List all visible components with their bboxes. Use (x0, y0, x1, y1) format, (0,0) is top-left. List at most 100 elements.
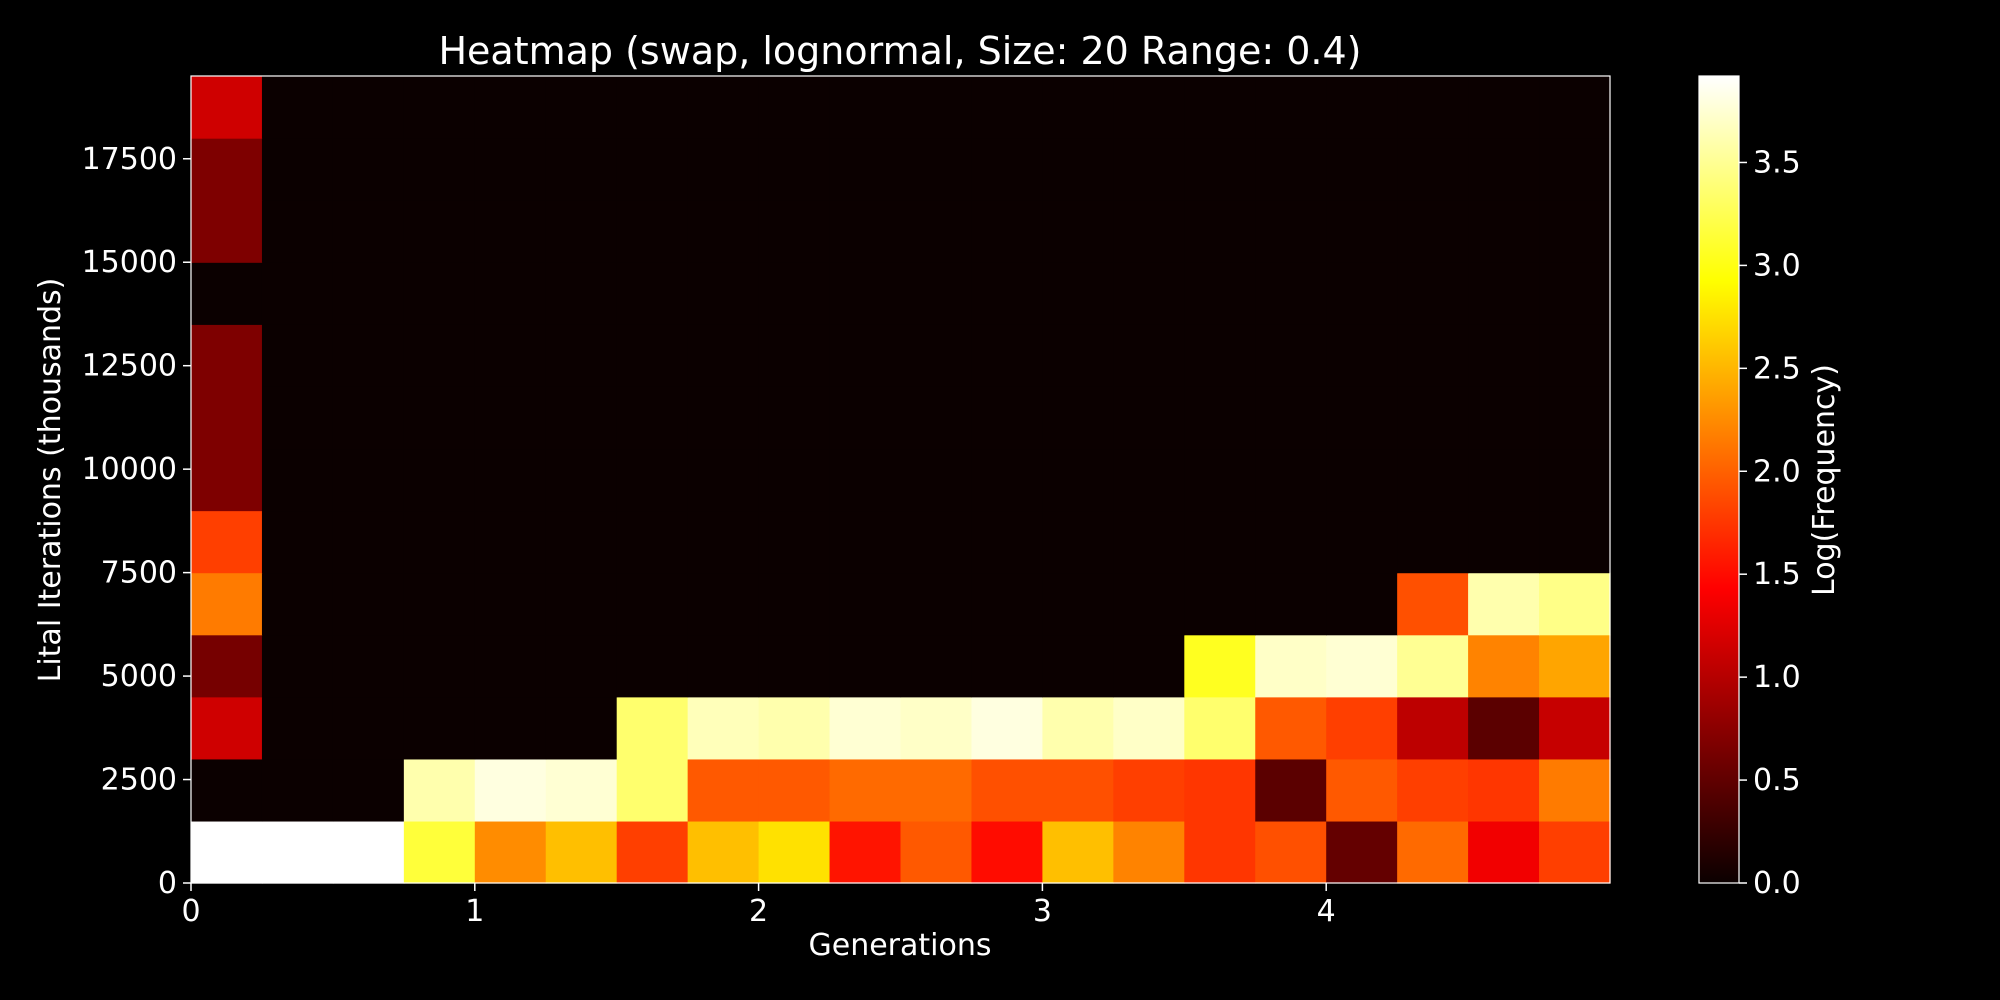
heatmap-cell (900, 262, 973, 325)
heatmap-cell (829, 572, 902, 636)
x-tick-label: 1 (465, 894, 484, 929)
heatmap-cell (1184, 324, 1256, 387)
heatmap-cell (1468, 200, 1540, 263)
heatmap-cell (971, 386, 1043, 450)
colorbar-tick-label: 0.0 (1753, 866, 1801, 901)
heatmap-cell (1255, 138, 1327, 201)
heatmap-cell (971, 696, 1043, 760)
x-tick-label: 4 (1317, 894, 1336, 929)
heatmap-cell (1468, 324, 1540, 387)
heatmap-cell (332, 758, 405, 822)
heatmap-cell (261, 510, 334, 574)
heatmap-cell (1326, 448, 1398, 512)
x-tick-label: 2 (749, 894, 768, 929)
heatmap-cell (1468, 820, 1540, 884)
plot-frame (190, 75, 1611, 884)
heatmap-cell (1539, 510, 1611, 574)
heatmap-cell (971, 572, 1043, 636)
heatmap-cell (191, 200, 263, 263)
heatmap-cell (1113, 76, 1185, 139)
heatmap-cell (1397, 696, 1469, 760)
heatmap-cell (1539, 386, 1611, 450)
heatmap-cell (687, 200, 760, 263)
heatmap-cell (1184, 76, 1256, 139)
heatmap-cell (616, 324, 689, 387)
colorbar-tick-label: 3.5 (1753, 145, 1801, 180)
heatmap-cell (1326, 758, 1398, 822)
heatmap-cell (1042, 76, 1114, 139)
heatmap-cells (191, 76, 1611, 884)
heatmap-cell (1397, 386, 1469, 450)
heatmap-cell (1326, 572, 1398, 636)
heatmap-cell (900, 76, 973, 139)
heatmap-cell (332, 510, 405, 574)
heatmap-cell (829, 634, 902, 698)
heatmap-cell (1468, 448, 1540, 512)
heatmap-cell (687, 510, 760, 574)
y-tick-label: 2500 (101, 763, 177, 798)
heatmap-cell (545, 76, 618, 139)
heatmap-cell (971, 448, 1043, 512)
heatmap-cell (545, 200, 618, 263)
chart-title: Heatmap (swap, lognormal, Size: 20 Range… (438, 29, 1361, 73)
heatmap-cell (900, 138, 973, 201)
heatmap-cell (1468, 572, 1540, 636)
heatmap-cell (332, 820, 405, 884)
heatmap-cell (1184, 510, 1256, 574)
heatmap-cell (900, 758, 973, 822)
colorbar-tick-label: 1.5 (1753, 557, 1801, 592)
heatmap-cell (1184, 448, 1256, 512)
heatmap-cell (1539, 324, 1611, 387)
heatmap-cell (687, 758, 760, 822)
heatmap-cell (1326, 138, 1398, 201)
heatmap-cell (261, 386, 334, 450)
heatmap-cell (191, 448, 263, 512)
heatmap-cell (261, 262, 334, 325)
heatmap-cell (829, 758, 902, 822)
heatmap-cell (1255, 758, 1327, 822)
heatmap-cell (1113, 200, 1185, 263)
heatmap-cell (900, 510, 973, 574)
heatmap-cell (1468, 138, 1540, 201)
heatmap-cell (1113, 138, 1185, 201)
heatmap-cell (1042, 262, 1114, 325)
heatmap-cell (971, 138, 1043, 201)
heatmap-cell (1113, 262, 1185, 325)
heatmap-cell (616, 572, 689, 636)
heatmap-cell (545, 510, 618, 574)
heatmap-cell (758, 386, 831, 450)
heatmap-cell (545, 386, 618, 450)
heatmap-cell (261, 758, 334, 822)
heatmap-cell (1255, 634, 1327, 698)
heatmap-cell (403, 262, 476, 325)
heatmap-cell (616, 448, 689, 512)
heatmap-cell (829, 696, 902, 760)
heatmap-cell (616, 696, 689, 760)
heatmap-cell (616, 634, 689, 698)
heatmap-cell (474, 324, 547, 387)
heatmap-cell (191, 138, 263, 201)
heatmap-cell (758, 758, 831, 822)
heatmap-cell (758, 200, 831, 263)
heatmap-cell (971, 510, 1043, 574)
heatmap-cell (616, 758, 689, 822)
heatmap-cell (1397, 572, 1469, 636)
heatmap-cell (1326, 696, 1398, 760)
heatmap-cell (900, 696, 973, 760)
heatmap-cell (829, 820, 902, 884)
heatmap-cell (545, 448, 618, 512)
heatmap-cell (1042, 634, 1114, 698)
heatmap-cell (687, 696, 760, 760)
y-tick-label: 12500 (82, 349, 177, 384)
colorbar-label: Log(Frequency) (1807, 364, 1842, 596)
heatmap-cell (1539, 200, 1611, 263)
heatmap-cell (474, 696, 547, 760)
heatmap-cell (1468, 386, 1540, 450)
heatmap-cell (829, 324, 902, 387)
heatmap-cell (1539, 138, 1611, 201)
heatmap-cell (332, 572, 405, 636)
heatmap-cell (1397, 820, 1469, 884)
heatmap-cell (545, 696, 618, 760)
heatmap-cell (1042, 820, 1114, 884)
heatmap-cell (1184, 572, 1256, 636)
